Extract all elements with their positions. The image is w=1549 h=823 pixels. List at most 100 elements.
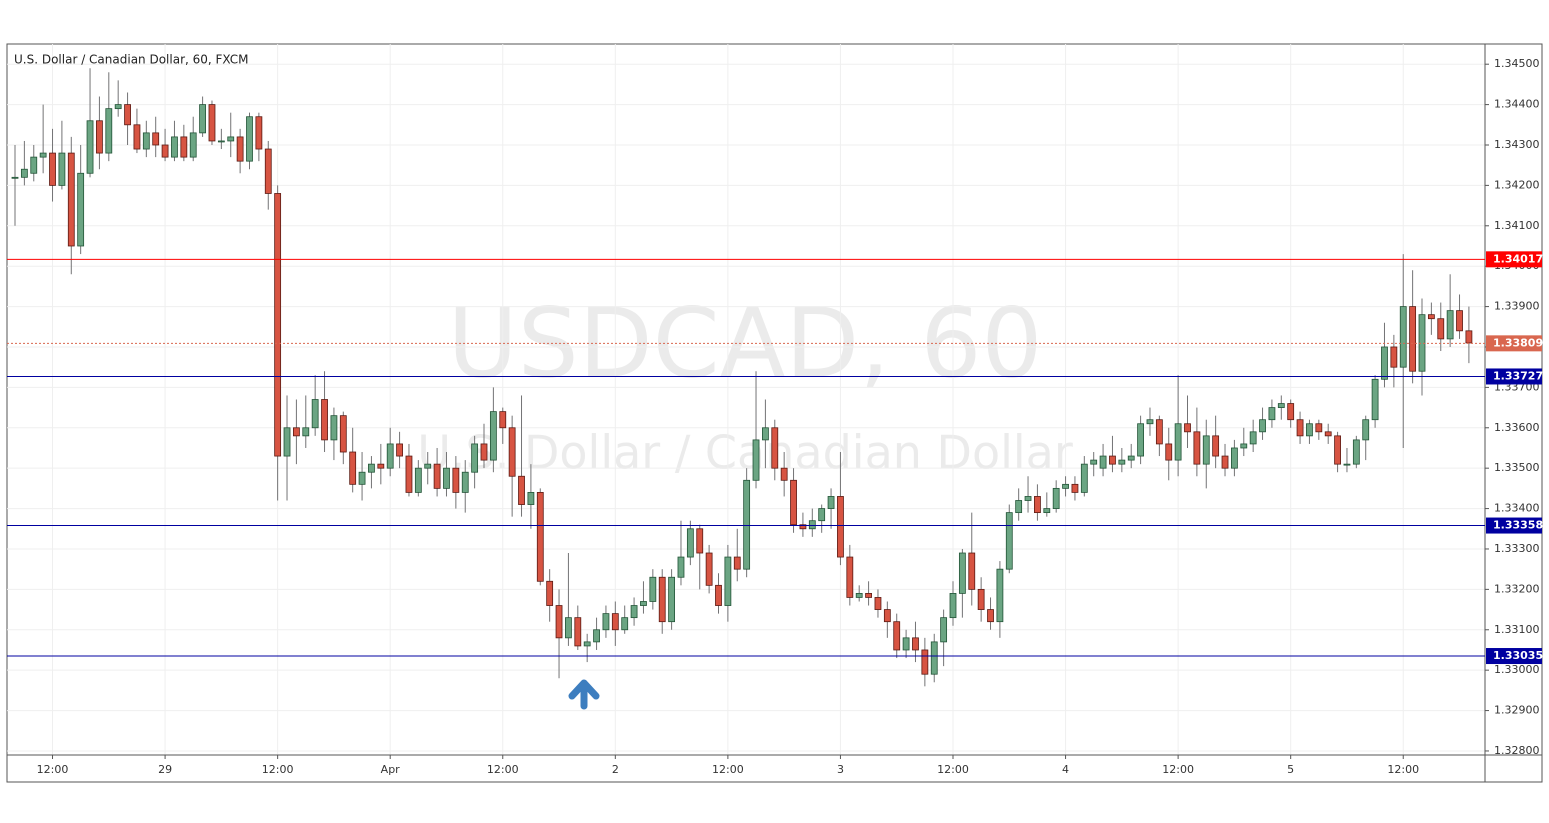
candle-body (377, 463, 385, 469)
candle-body (921, 649, 929, 675)
candle-body (1024, 496, 1032, 501)
candle-body (227, 136, 235, 142)
candle-body (902, 637, 910, 651)
y-tick-label: 1.34200 (1494, 178, 1540, 191)
level-label-bg (1486, 517, 1542, 534)
candle-body (1071, 483, 1079, 493)
x-tick-label: 12:00 (37, 763, 69, 776)
candle-body (1090, 459, 1098, 465)
candle-body (527, 492, 535, 505)
level-label-bg (1486, 251, 1542, 268)
candle-body (799, 524, 807, 530)
candle-body (790, 479, 797, 526)
candle-body (621, 617, 629, 631)
level-label: 1.33727 (1493, 369, 1543, 382)
y-tick-label: 1.32800 (1494, 744, 1540, 757)
candle-body (339, 415, 347, 453)
candle-body (1249, 431, 1257, 445)
candle-body (302, 427, 310, 437)
y-tick-label: 1.33600 (1494, 421, 1540, 434)
candle-body (1268, 407, 1276, 421)
candle-body (958, 552, 966, 594)
candle-body (593, 629, 600, 643)
candle-body (1109, 455, 1116, 465)
candle-body (499, 411, 507, 429)
candle-body (414, 467, 422, 493)
y-tick-label: 1.34500 (1494, 57, 1540, 70)
candle-body (930, 641, 938, 675)
candle-body (1334, 435, 1341, 465)
candle-body (1015, 500, 1023, 514)
level-label-bg (1486, 648, 1542, 665)
candle-body (311, 399, 319, 429)
candle-body (1381, 346, 1388, 380)
x-tick-label: 2 (612, 763, 619, 776)
watermark-subtitle: U.S. Dollar / Canadian Dollar (417, 426, 1073, 480)
y-tick-label: 1.33900 (1494, 300, 1540, 313)
candle-body (968, 552, 976, 590)
candle-body (705, 552, 713, 586)
candle-body (1174, 423, 1182, 461)
candle-body (133, 124, 141, 150)
y-tick-label: 1.34400 (1494, 98, 1540, 111)
candle-body (912, 637, 919, 651)
candle-body (1456, 310, 1463, 332)
candle-body (246, 116, 253, 162)
y-tick-label: 1.34300 (1494, 138, 1540, 151)
level-label-bg (1486, 368, 1542, 385)
candle-body (1352, 439, 1360, 465)
candle-body (105, 108, 113, 154)
candle-body (236, 136, 244, 162)
y-tick-label: 1.33400 (1494, 502, 1540, 515)
candle-body (818, 508, 826, 522)
candle-body (480, 443, 488, 461)
candle-body (696, 528, 704, 554)
candle-body (386, 443, 394, 469)
candle-body (874, 597, 882, 610)
candle-body (161, 144, 169, 158)
candle-body (1231, 447, 1238, 469)
candle-body (762, 427, 769, 441)
candle-body (565, 617, 572, 639)
candle-body (555, 605, 563, 639)
candle-body (11, 176, 19, 179)
candle-body (1165, 443, 1173, 461)
candle-body (630, 605, 638, 619)
candle-body (292, 427, 300, 437)
x-tick-label: 12:00 (712, 763, 744, 776)
candle-body (171, 136, 178, 158)
candle-body (199, 104, 207, 134)
candle-body (1005, 512, 1013, 570)
candle-body (1118, 459, 1126, 465)
candle-body (846, 556, 854, 598)
candle-body (471, 443, 479, 473)
candle-body (508, 427, 516, 477)
candle-body (837, 496, 844, 558)
candle-body (452, 467, 460, 493)
candle-body (424, 463, 432, 469)
candle-body (574, 617, 582, 647)
candle-body (1034, 496, 1041, 514)
candle-body (546, 580, 554, 606)
candle-body (1390, 346, 1398, 368)
candle-body (461, 471, 469, 493)
candle-body (1446, 310, 1454, 340)
y-tick-label: 1.33200 (1494, 582, 1540, 595)
candle-body (649, 576, 657, 602)
candle-body (855, 593, 863, 598)
candle-body (1277, 403, 1285, 408)
candle-body (1437, 318, 1445, 340)
candle-body (686, 528, 694, 558)
candle-body (733, 556, 741, 570)
candle-body (1221, 455, 1229, 469)
candle-body (321, 399, 328, 441)
candle-body (1427, 314, 1435, 320)
candle-body (658, 576, 666, 623)
candle-body (1259, 419, 1266, 433)
candle-body (1212, 435, 1220, 457)
candle-body (1127, 455, 1135, 461)
candle-body (255, 116, 263, 150)
candle-body (433, 463, 441, 489)
y-tick-label: 1.33300 (1494, 542, 1540, 555)
candle-body (1465, 330, 1473, 344)
